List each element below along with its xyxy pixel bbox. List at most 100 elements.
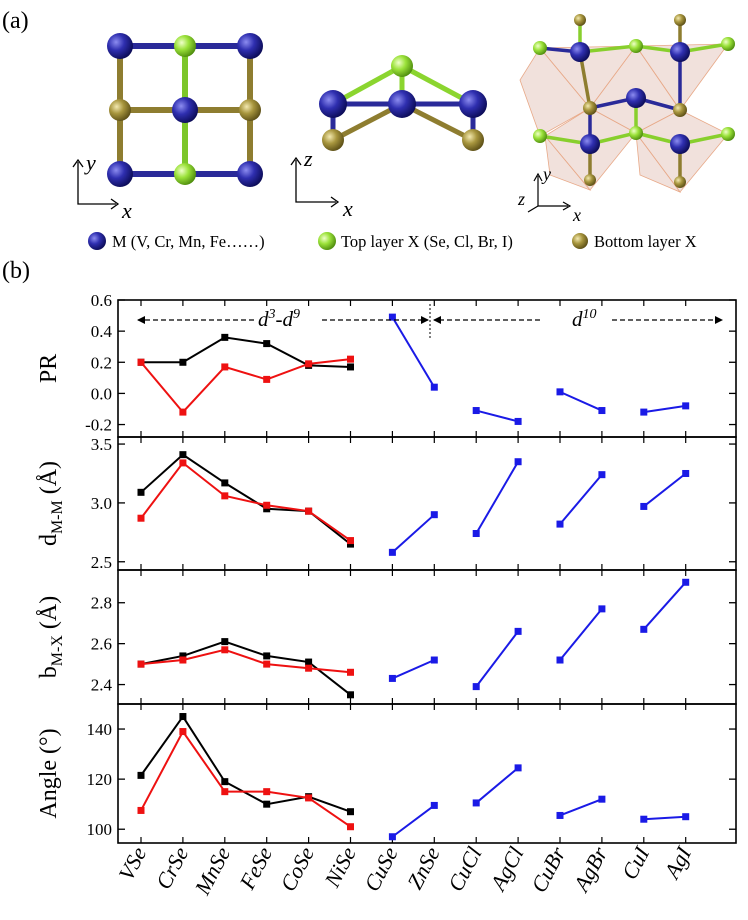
x-tick-label: FeSe [234, 842, 277, 894]
structure-top-view [107, 33, 263, 187]
top-x-atom-icon [174, 163, 196, 185]
data-point [179, 358, 187, 366]
data-point [179, 656, 187, 664]
data-point [430, 511, 438, 519]
legend-label-bottom-x: Bottom layer X [594, 232, 697, 251]
data-point [179, 652, 187, 660]
y-tick-label: 0.0 [91, 384, 112, 403]
data-point [430, 656, 438, 664]
bottom-x-atom-icon [109, 99, 131, 121]
series-line [643, 581, 687, 630]
metal-atom-icon [319, 90, 347, 118]
data-point [514, 764, 522, 772]
series-line [559, 798, 603, 817]
data-point [472, 530, 480, 538]
data-point [388, 548, 396, 556]
series-line [559, 474, 603, 525]
y-axis-label: PR [36, 354, 62, 383]
series-line [140, 453, 352, 545]
metal-atom-icon [626, 88, 646, 108]
data-point [388, 674, 396, 682]
metal-atom-icon [107, 161, 133, 187]
axis-label-y: y [541, 164, 551, 184]
bottom-x-atom-icon [674, 176, 686, 188]
data-point [347, 355, 354, 363]
series-line [391, 316, 436, 388]
top-x-atom-icon [533, 129, 547, 143]
data-point [137, 514, 145, 522]
series-black [137, 451, 354, 548]
axis-label-x: x [572, 205, 581, 225]
data-point [305, 360, 313, 368]
axes-side-view: z x [290, 146, 353, 221]
top-x-atom-icon [721, 37, 735, 51]
data-point [263, 788, 271, 796]
data-point [221, 333, 229, 341]
data-point [179, 713, 187, 721]
series-line [643, 472, 687, 508]
data-point [388, 833, 396, 841]
x-tick-label: VSe [113, 842, 151, 884]
region-left-label: d3-d9 [258, 307, 300, 331]
x-tick-label: AgCl [484, 843, 528, 896]
data-point [179, 451, 187, 459]
data-point [305, 658, 313, 666]
series-red [137, 646, 354, 676]
data-point [221, 363, 229, 371]
data-point [640, 408, 648, 416]
bottom-x-atom-icon [462, 129, 484, 151]
y-axis-label: bM-X (Å) [36, 596, 66, 678]
data-point [137, 806, 145, 814]
data-point [179, 459, 187, 467]
y-axis-label: Angle (°) [36, 728, 62, 818]
top-x-atom-icon [391, 55, 413, 77]
x-tick-label: AgBr [567, 842, 612, 897]
bottom-x-atom-icon [584, 174, 596, 186]
data-point [221, 778, 229, 786]
axis-label-z: z [303, 146, 313, 171]
svg-text:d3-d9: d3-d9 [258, 307, 300, 331]
y-tick-label: 3.5 [91, 435, 112, 454]
data-point [640, 502, 648, 510]
series-line [475, 767, 519, 804]
legend: M (V, Cr, Mn, Fe……) Top layer X (Se, Cl,… [88, 232, 697, 251]
region-right-label: d10 [572, 307, 597, 331]
data-point [430, 383, 438, 391]
series-red [137, 459, 354, 545]
data-point [598, 795, 606, 803]
data-point [347, 363, 354, 371]
metal-atom-icon [570, 42, 590, 62]
data-point [640, 625, 648, 633]
data-point [472, 407, 480, 415]
data-point [221, 492, 229, 500]
data-point [137, 358, 145, 366]
structure-side-view [319, 55, 487, 151]
bottom-x-atom-icon [583, 101, 597, 115]
bottom-x-atom-icon [674, 14, 686, 26]
axes-perspective: y z x [517, 164, 581, 225]
metal-atom-icon [580, 134, 600, 154]
top-x-legend-icon [318, 232, 336, 250]
series-line [141, 336, 351, 368]
metal-atom-icon [670, 42, 690, 62]
data-point [263, 501, 271, 509]
x-tick-label: ZnSe [402, 842, 445, 893]
series-line [475, 461, 519, 535]
y-tick-label: 2.4 [91, 676, 113, 695]
series-black [137, 713, 354, 816]
y-tick-label: 0.2 [91, 353, 112, 372]
data-point [472, 683, 480, 691]
series-line [475, 409, 519, 423]
series-line [140, 648, 351, 674]
data-point [221, 646, 229, 654]
y-tick-label: 0.4 [91, 322, 113, 341]
data-point [263, 340, 271, 348]
bottom-x-atom-icon [239, 99, 261, 121]
data-point [388, 313, 396, 321]
data-point [305, 507, 313, 515]
axes-top-view: y x [72, 150, 132, 223]
axis-label-x: x [342, 196, 353, 221]
top-x-atom-icon [629, 39, 643, 53]
data-point [556, 520, 564, 528]
series-black [137, 333, 354, 371]
